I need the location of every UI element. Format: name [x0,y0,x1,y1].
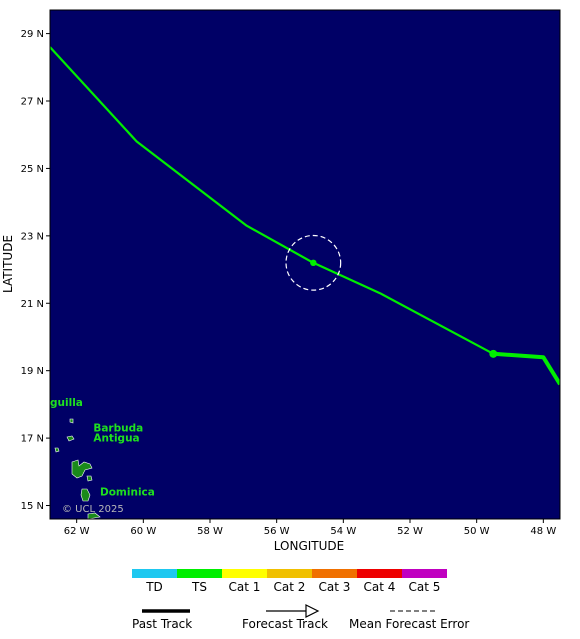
copyright-watermark: © UCL 2025 [62,504,124,515]
dominica-island [80,488,91,502]
legend-swatch [402,569,447,578]
lat-tick-label: 29 N [21,29,44,40]
place-label: guilla [50,397,83,409]
map-frame [49,9,561,520]
martinique-island [87,512,101,519]
lat-tick-label: 25 N [21,164,44,175]
mean-error-legend: Mean Forecast Error [349,610,469,631]
latitude-axis-title: LATITUDE [1,235,15,293]
legend-swatch [312,569,357,578]
past-track-legend-label: Past Track [132,617,192,631]
legend-swatch [222,569,267,578]
forecast-track-legend: Forecast Track [242,604,328,631]
lon-tick-label: 60 W [130,526,156,537]
forecast-track-legend-label: Forecast Track [242,617,328,631]
legend-category-label: Cat 4 [364,580,396,594]
forecast-track-line [50,46,494,355]
legend-category-label: TD [145,580,163,594]
forecast-track-legend-arrowhead [305,604,320,618]
legend-swatch [177,569,222,578]
map-background [50,10,560,519]
legend-swatch [357,569,402,578]
longitude-axis-title: LONGITUDE [274,539,344,553]
lat-tick-label: 21 N [21,299,44,310]
guadeloupe-island [71,459,93,479]
marie-galante-island [86,475,93,482]
past-track-line [493,351,560,386]
lon-tick-label: 62 W [64,526,90,537]
antigua-island [66,435,75,442]
longitude-axis: 62 W 60 W 58 W 56 W 54 W 52 W 50 W 48 W [64,519,556,537]
lon-tick-label: 48 W [530,526,556,537]
storm-position-marker [489,349,498,358]
barbuda-island [69,418,74,424]
lon-tick-label: 58 W [197,526,223,537]
mean-error-legend-label: Mean Forecast Error [349,617,469,631]
lat-tick-label: 15 N [21,501,44,512]
storm-position-marker [310,259,317,267]
latitude-axis: 29 N 27 N 25 N 23 N 21 N 19 N 17 N 15 N [21,29,50,512]
track-layer [50,46,560,386]
legend-category-label: Cat 5 [409,580,441,594]
intensity-legend: TD TS Cat 1 Cat 2 Cat 3 Cat 4 Cat 5 [132,569,447,594]
legend-swatch [267,569,312,578]
lat-tick-label: 19 N [21,366,44,377]
legend-category-label: Cat 1 [229,580,261,594]
montserrat-island [54,447,60,453]
legend-category-label: TS [191,580,207,594]
lon-tick-label: 56 W [264,526,290,537]
lon-tick-label: 50 W [464,526,490,537]
past-track-legend: Past Track [132,609,192,631]
legend-category-label: Cat 2 [274,580,306,594]
place-label: Dominica [100,486,155,498]
lat-tick-label: 17 N [21,434,44,445]
forecast-error-circle [285,234,342,291]
place-label: Antigua [93,432,139,444]
place-label: Barbuda [93,422,143,434]
legend-category-label: Cat 3 [319,580,351,594]
lat-tick-label: 23 N [21,231,44,242]
island-landmasses [54,418,101,519]
lon-tick-label: 52 W [397,526,423,537]
legend-swatch [132,569,177,578]
lat-tick-label: 27 N [21,97,44,108]
lon-tick-label: 54 W [330,526,356,537]
